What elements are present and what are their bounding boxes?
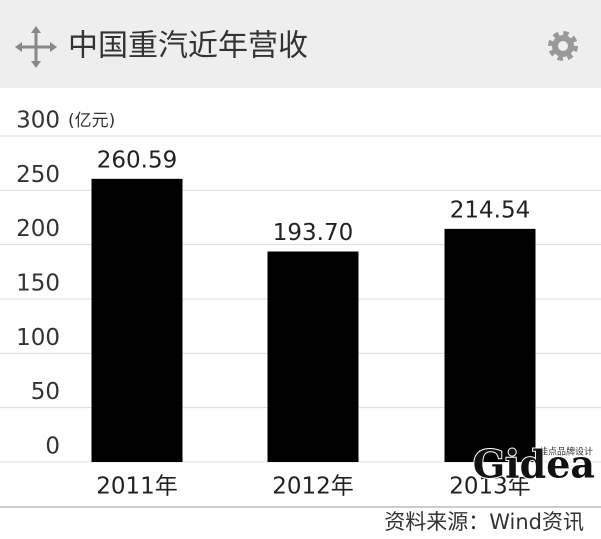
settings-icon[interactable] bbox=[548, 31, 578, 61]
move-icon bbox=[15, 26, 57, 68]
y-tick-label: 100 bbox=[16, 325, 60, 351]
y-tick-label: 250 bbox=[16, 162, 60, 188]
source-note: 资料来源：Wind资讯 bbox=[384, 510, 584, 534]
chart-title: 中国重汽近年营收 bbox=[68, 29, 308, 64]
bar bbox=[444, 228, 536, 462]
x-tick-label: 2013年 bbox=[449, 474, 531, 500]
y-tick-label: 300 bbox=[16, 108, 60, 134]
header-bar bbox=[0, 0, 601, 88]
y-tick-label: 50 bbox=[31, 379, 60, 405]
watermark-subtext: 佳点品牌设计 bbox=[539, 446, 593, 458]
bar bbox=[91, 178, 183, 462]
value-label: 193.70 bbox=[273, 220, 353, 246]
x-tick-label: 2012年 bbox=[272, 474, 354, 500]
y-tick-label: 200 bbox=[16, 216, 60, 242]
value-label: 214.54 bbox=[450, 197, 530, 223]
unit-label: (亿元) bbox=[68, 111, 115, 131]
y-tick-label: 0 bbox=[45, 434, 60, 460]
y-tick-label: 150 bbox=[16, 271, 60, 297]
x-tick-label: 2011年 bbox=[96, 474, 178, 500]
value-label: 260.59 bbox=[97, 147, 177, 173]
bar bbox=[267, 251, 359, 462]
watermark: Gidea bbox=[473, 442, 595, 487]
